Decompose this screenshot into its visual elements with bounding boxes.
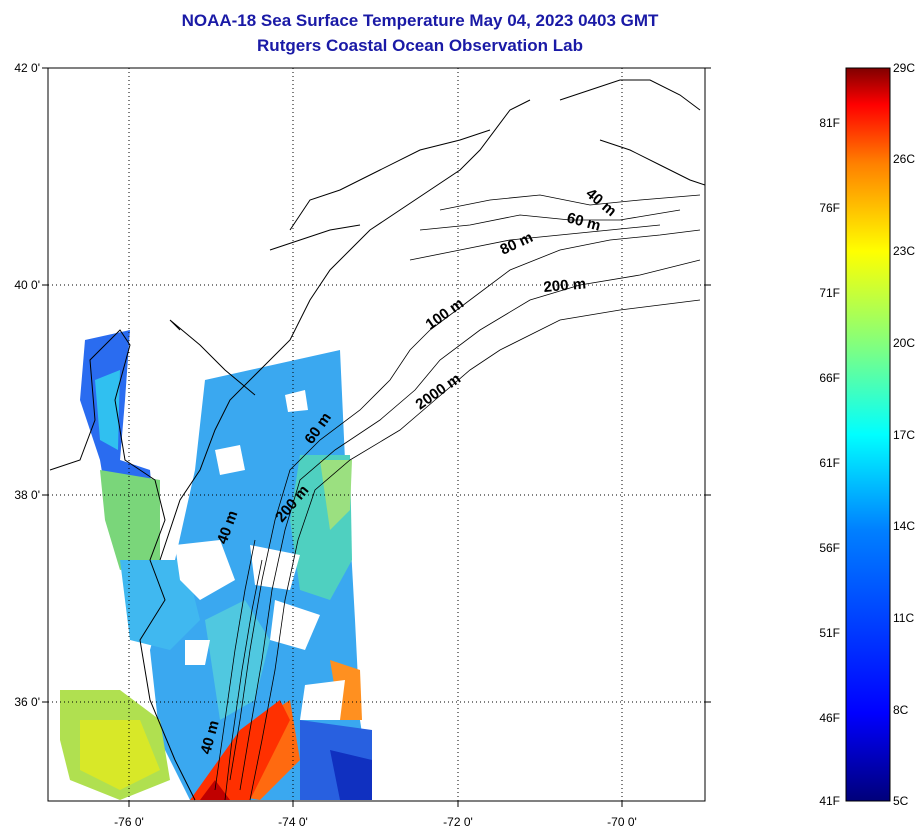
lon-label: -74 0'	[278, 815, 308, 829]
colorbar-celsius-label: 23C	[893, 244, 916, 258]
lat-label: 40 0'	[14, 278, 40, 292]
colorbar-celsius-label: 26C	[893, 152, 916, 166]
map-ticks	[42, 67, 711, 807]
coastline	[49, 79, 705, 801]
lon-label: -76 0'	[114, 815, 144, 829]
map-title: NOAA-18 Sea Surface Temperature May 04, …	[181, 11, 659, 30]
colorbar	[845, 67, 891, 802]
colorbar-fahrenheit-label: 66F	[819, 371, 840, 385]
colorbar-fahrenheit-label: 51F	[819, 626, 840, 640]
map-frame	[47, 67, 706, 802]
colorbar-fahrenheit-label: 76F	[819, 201, 840, 215]
isobath-label: 200 m	[543, 275, 587, 296]
colorbar-fahrenheit-label: 46F	[819, 711, 840, 725]
colorbar-fahrenheit-label: 41F	[819, 794, 840, 808]
colorbar-fahrenheit-label: 71F	[819, 286, 840, 300]
colorbar-celsius-label: 20C	[893, 336, 916, 350]
map-layers	[48, 68, 705, 801]
colorbar-celsius-label: 8C	[893, 703, 909, 717]
isobaths	[214, 194, 701, 801]
lon-label: -70 0'	[607, 815, 637, 829]
colorbar-fahrenheit-label: 81F	[819, 116, 840, 130]
colorbar-celsius-label: 11C	[893, 611, 915, 625]
map-subtitle: Rutgers Coastal Ocean Observation Lab	[257, 36, 583, 55]
colorbar-celsius-label: 17C	[893, 428, 916, 442]
colorbar-celsius-label: 5C	[893, 794, 909, 808]
colorbar-fahrenheit-label: 61F	[819, 456, 840, 470]
lat-label: 36 0'	[14, 695, 40, 709]
colorbar-celsius-label: 29C	[893, 61, 916, 75]
graticule	[48, 68, 705, 801]
colorbar-fahrenheit-label: 56F	[819, 541, 840, 555]
lat-label: 38 0'	[14, 488, 40, 502]
colorbar-celsius-label: 14C	[893, 519, 916, 533]
lat-label: 42 0'	[14, 61, 40, 75]
lon-label: -72 0'	[443, 815, 473, 829]
